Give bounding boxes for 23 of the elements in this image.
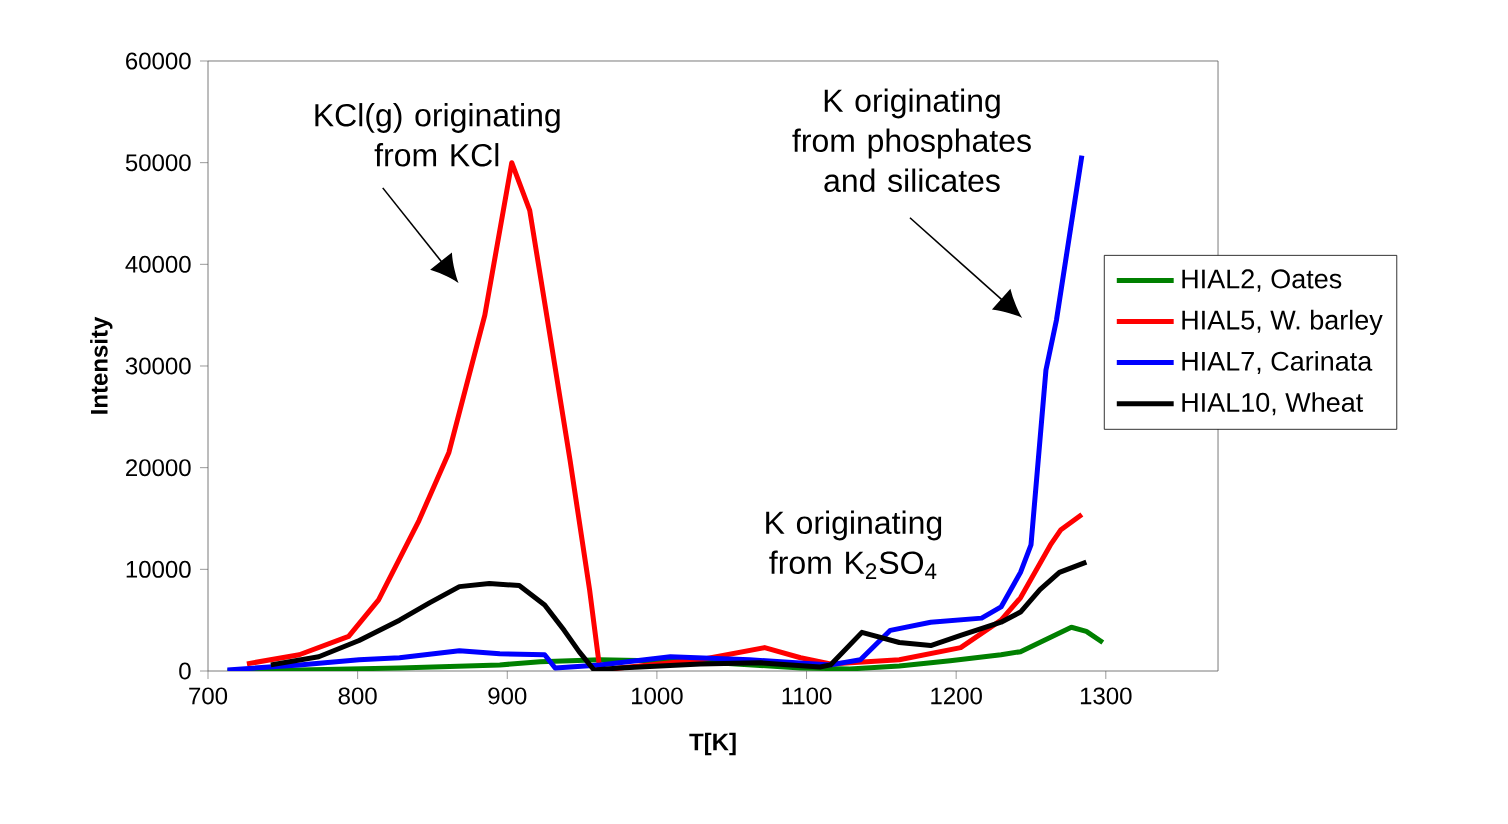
- y-tick-label: 30000: [125, 357, 191, 375]
- x-tick-label: 1000: [632, 687, 683, 705]
- x-axis-title: T[K]: [689, 732, 736, 756]
- y-axis-title: Intensity: [90, 316, 113, 414]
- x-tick-label: 700: [189, 687, 228, 705]
- legend-label: HIAL7, Carinata: [1182, 350, 1373, 374]
- y-tick-label: 10000: [126, 560, 191, 578]
- y-tick-label: 50000: [125, 154, 191, 172]
- x-tick-label: 1200: [931, 687, 982, 705]
- y-tick-label: 60000: [126, 52, 191, 70]
- annotation: KCl(g) originating from KCl: [315, 103, 560, 167]
- x-tick-label: 1300: [1080, 687, 1132, 705]
- legend-label: HIAL5, W. barley: [1182, 309, 1383, 335]
- x-tick-label: 1100: [782, 687, 832, 705]
- y-tick-label: 20000: [126, 459, 191, 477]
- x-tick-label: 900: [488, 687, 527, 705]
- y-tick-label: 40000: [125, 255, 191, 273]
- legend-label: HIAL10, Wheat: [1182, 392, 1364, 416]
- x-tick-label: 800: [338, 687, 377, 705]
- legend-label: HIAL2, Oates: [1182, 269, 1342, 292]
- annotation: K originating from phosphates and silicates: [792, 88, 1031, 193]
- annotation: K originating from K$_{2}$SO$_{4}$: [766, 510, 942, 579]
- y-tick-label: 0: [179, 662, 191, 680]
